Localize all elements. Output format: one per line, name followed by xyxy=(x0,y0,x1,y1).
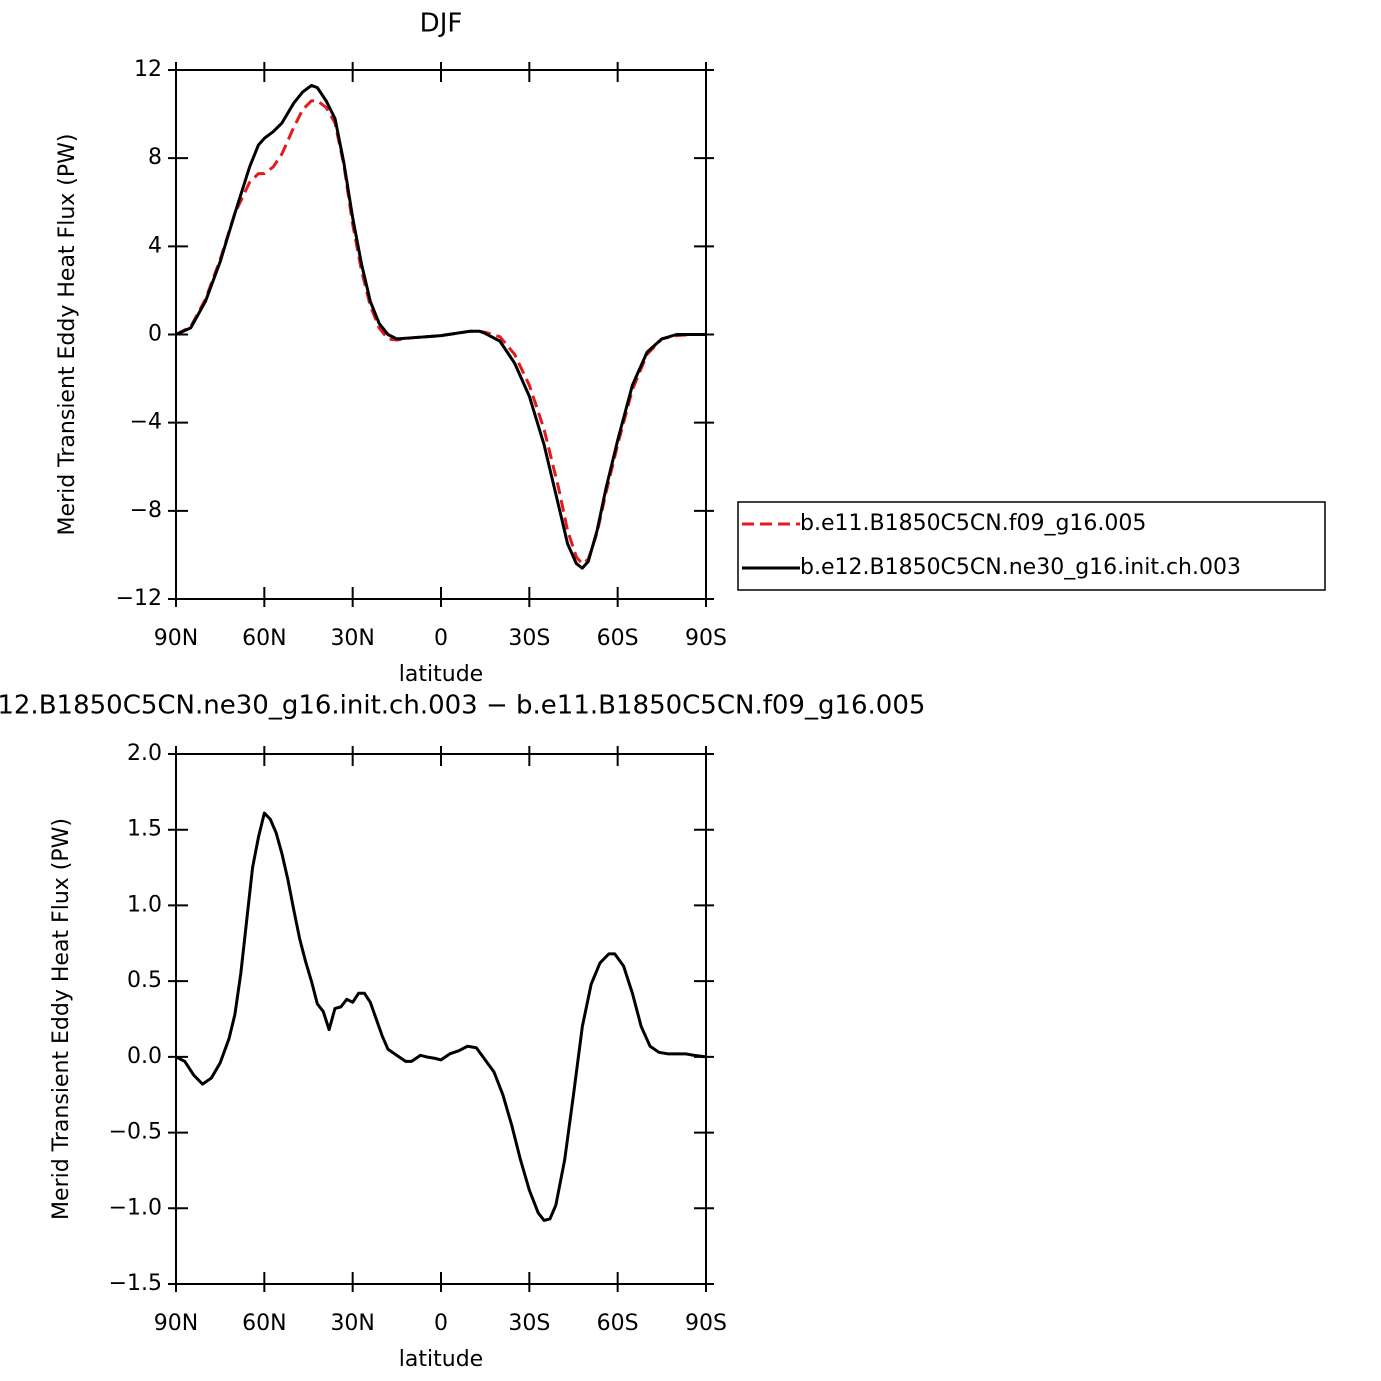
x-tick-label: 0 xyxy=(434,1311,448,1336)
x-tick-label: 90N xyxy=(154,626,198,651)
y-tick-label: −1.0 xyxy=(109,1195,162,1220)
x-tick-label: 30N xyxy=(330,626,374,651)
chart-title: b.e12.B1850C5CN.ne30_g16.init.ch.003 − b… xyxy=(0,691,925,721)
x-tick-label: 30S xyxy=(508,626,550,651)
y-tick-label: −8 xyxy=(130,498,162,523)
y-tick-label: 8 xyxy=(148,145,162,170)
series-line xyxy=(175,811,707,1222)
y-axis-label: Merid Transient Eddy Heat Flux (PW) xyxy=(49,818,74,1220)
x-tick-label: 60S xyxy=(597,626,639,651)
x-tick-label: 60N xyxy=(242,626,286,651)
y-tick-label: −1.5 xyxy=(109,1271,162,1296)
x-axis-label: latitude xyxy=(399,662,483,687)
legend-label: b.e11.B1850C5CN.f09_g16.005 xyxy=(800,511,1146,536)
x-tick-label: 60S xyxy=(597,1311,639,1336)
x-tick-label: 90S xyxy=(685,1311,727,1336)
series-line xyxy=(175,83,706,570)
legend-box xyxy=(737,501,1326,591)
y-tick-label: 1.5 xyxy=(127,817,162,842)
x-tick-label: 90S xyxy=(685,626,727,651)
y-tick-label: 1.0 xyxy=(127,892,162,917)
y-tick-label: 0 xyxy=(148,322,162,347)
legend-label: b.e12.B1850C5CN.ne30_g16.init.ch.003 xyxy=(800,555,1241,580)
x-tick-label: 60N xyxy=(242,1311,286,1336)
series-line xyxy=(175,99,706,566)
x-tick-label: 30S xyxy=(508,1311,550,1336)
y-tick-label: −12 xyxy=(116,586,162,611)
y-tick-label: 4 xyxy=(148,233,162,258)
y-tick-label: −4 xyxy=(130,410,162,435)
y-axis-label: Merid Transient Eddy Heat Flux (PW) xyxy=(55,134,80,536)
y-tick-label: 0.5 xyxy=(127,968,162,993)
y-tick-label: 12 xyxy=(134,57,162,82)
x-tick-label: 0 xyxy=(434,626,448,651)
x-tick-label: 90N xyxy=(154,1311,198,1336)
y-tick-label: −0.5 xyxy=(109,1120,162,1145)
plot-frame xyxy=(175,753,707,1285)
x-axis-label: latitude xyxy=(399,1347,483,1372)
x-tick-label: 30N xyxy=(330,1311,374,1336)
chart-title: DJF xyxy=(420,9,463,39)
y-tick-label: 2.0 xyxy=(127,741,162,766)
y-tick-label: 0.0 xyxy=(127,1044,162,1069)
